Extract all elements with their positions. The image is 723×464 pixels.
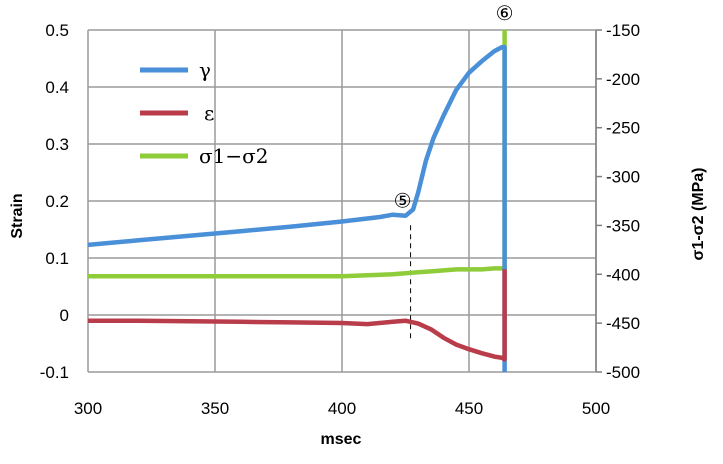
annotation-6-label: ⑥ <box>496 1 514 25</box>
x-tick-label: 300 <box>74 399 102 418</box>
legend: γ ε σ1−σ2 <box>140 58 269 168</box>
grid-lines <box>87 29 602 373</box>
y2-tick-label: -200 <box>606 70 640 89</box>
sigma-line <box>88 30 507 279</box>
y2-tick-label: -350 <box>606 216 640 235</box>
y2-tick-label: -400 <box>606 265 640 284</box>
x-tick-label: 400 <box>328 399 356 418</box>
y-tick-label: 0.5 <box>45 21 69 40</box>
legend-label-sigma: σ1−σ2 <box>199 144 269 168</box>
y-axis-title: Strain <box>9 193 26 238</box>
y2-tick-label: -150 <box>606 21 640 40</box>
y-tick-label: 0.3 <box>45 135 69 154</box>
epsilon-line <box>88 269 507 362</box>
y2-tick-label: -500 <box>606 363 640 382</box>
y-tick-label: 0 <box>60 306 69 325</box>
x-tick-label: 450 <box>455 399 483 418</box>
gamma-line <box>87 44 507 372</box>
x-tick-label: 500 <box>582 399 610 418</box>
y2-axis-title: σ1-σ2 (MPa) <box>690 167 707 260</box>
tick-labels: 300 350 400 450 500 -0.1 0 0.1 0.2 0.3 0.4 0.5 -500 -… <box>40 21 640 418</box>
legend-label-epsilon: ε <box>204 101 214 125</box>
y-tick-label: 0.2 <box>45 192 69 211</box>
y-tick-label: -0.1 <box>40 363 69 382</box>
y-tick-label: 0.1 <box>45 249 69 268</box>
y2-tick-label: -300 <box>606 168 640 187</box>
x-axis-title: msec <box>321 431 362 448</box>
x-tick-label: 350 <box>201 399 229 418</box>
annotation-5-label: ⑤ <box>394 188 412 212</box>
legend-label-gamma: γ <box>199 58 211 82</box>
series-lines <box>87 30 507 372</box>
y-tick-label: 0.4 <box>45 78 69 97</box>
y2-tick-label: -250 <box>606 119 640 138</box>
y2-tick-label: -450 <box>606 314 640 333</box>
